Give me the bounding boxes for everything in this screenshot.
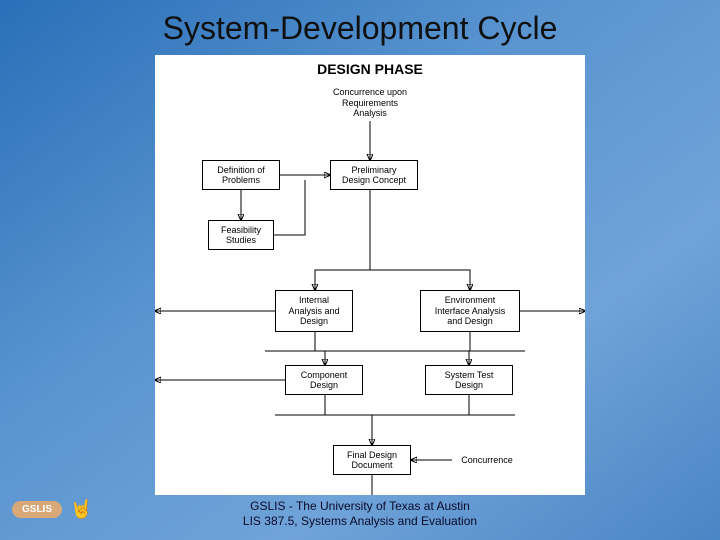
node-env_interface: EnvironmentInterface Analysisand Design <box>420 290 520 332</box>
node-concurrence: Concurrence <box>452 453 522 467</box>
edge <box>315 270 370 290</box>
node-internal: InternalAnalysis andDesign <box>275 290 353 332</box>
node-component: ComponentDesign <box>285 365 363 395</box>
slide-footer: GSLIS - The University of Texas at Austi… <box>0 499 720 530</box>
node-concurrence_req: Concurrence uponRequirementsAnalysis <box>325 85 415 121</box>
node-feasibility: FeasibilityStudies <box>208 220 274 250</box>
slide-title: System-Development Cycle <box>0 10 720 47</box>
node-def_problems: Definition ofProblems <box>202 160 280 190</box>
design-phase-diagram: DESIGN PHASE Concurrence uponRequirement… <box>155 55 585 495</box>
flow-edges <box>155 55 585 495</box>
node-prelim_design: PreliminaryDesign Concept <box>330 160 418 190</box>
node-systest: System TestDesign <box>425 365 513 395</box>
node-final_doc: Final DesignDocument <box>333 445 411 475</box>
phase-title: DESIGN PHASE <box>155 61 585 77</box>
footer-line-2: LIS 387.5, Systems Analysis and Evaluati… <box>0 514 720 530</box>
footer-line-1: GSLIS - The University of Texas at Austi… <box>0 499 720 515</box>
edge <box>370 270 470 290</box>
